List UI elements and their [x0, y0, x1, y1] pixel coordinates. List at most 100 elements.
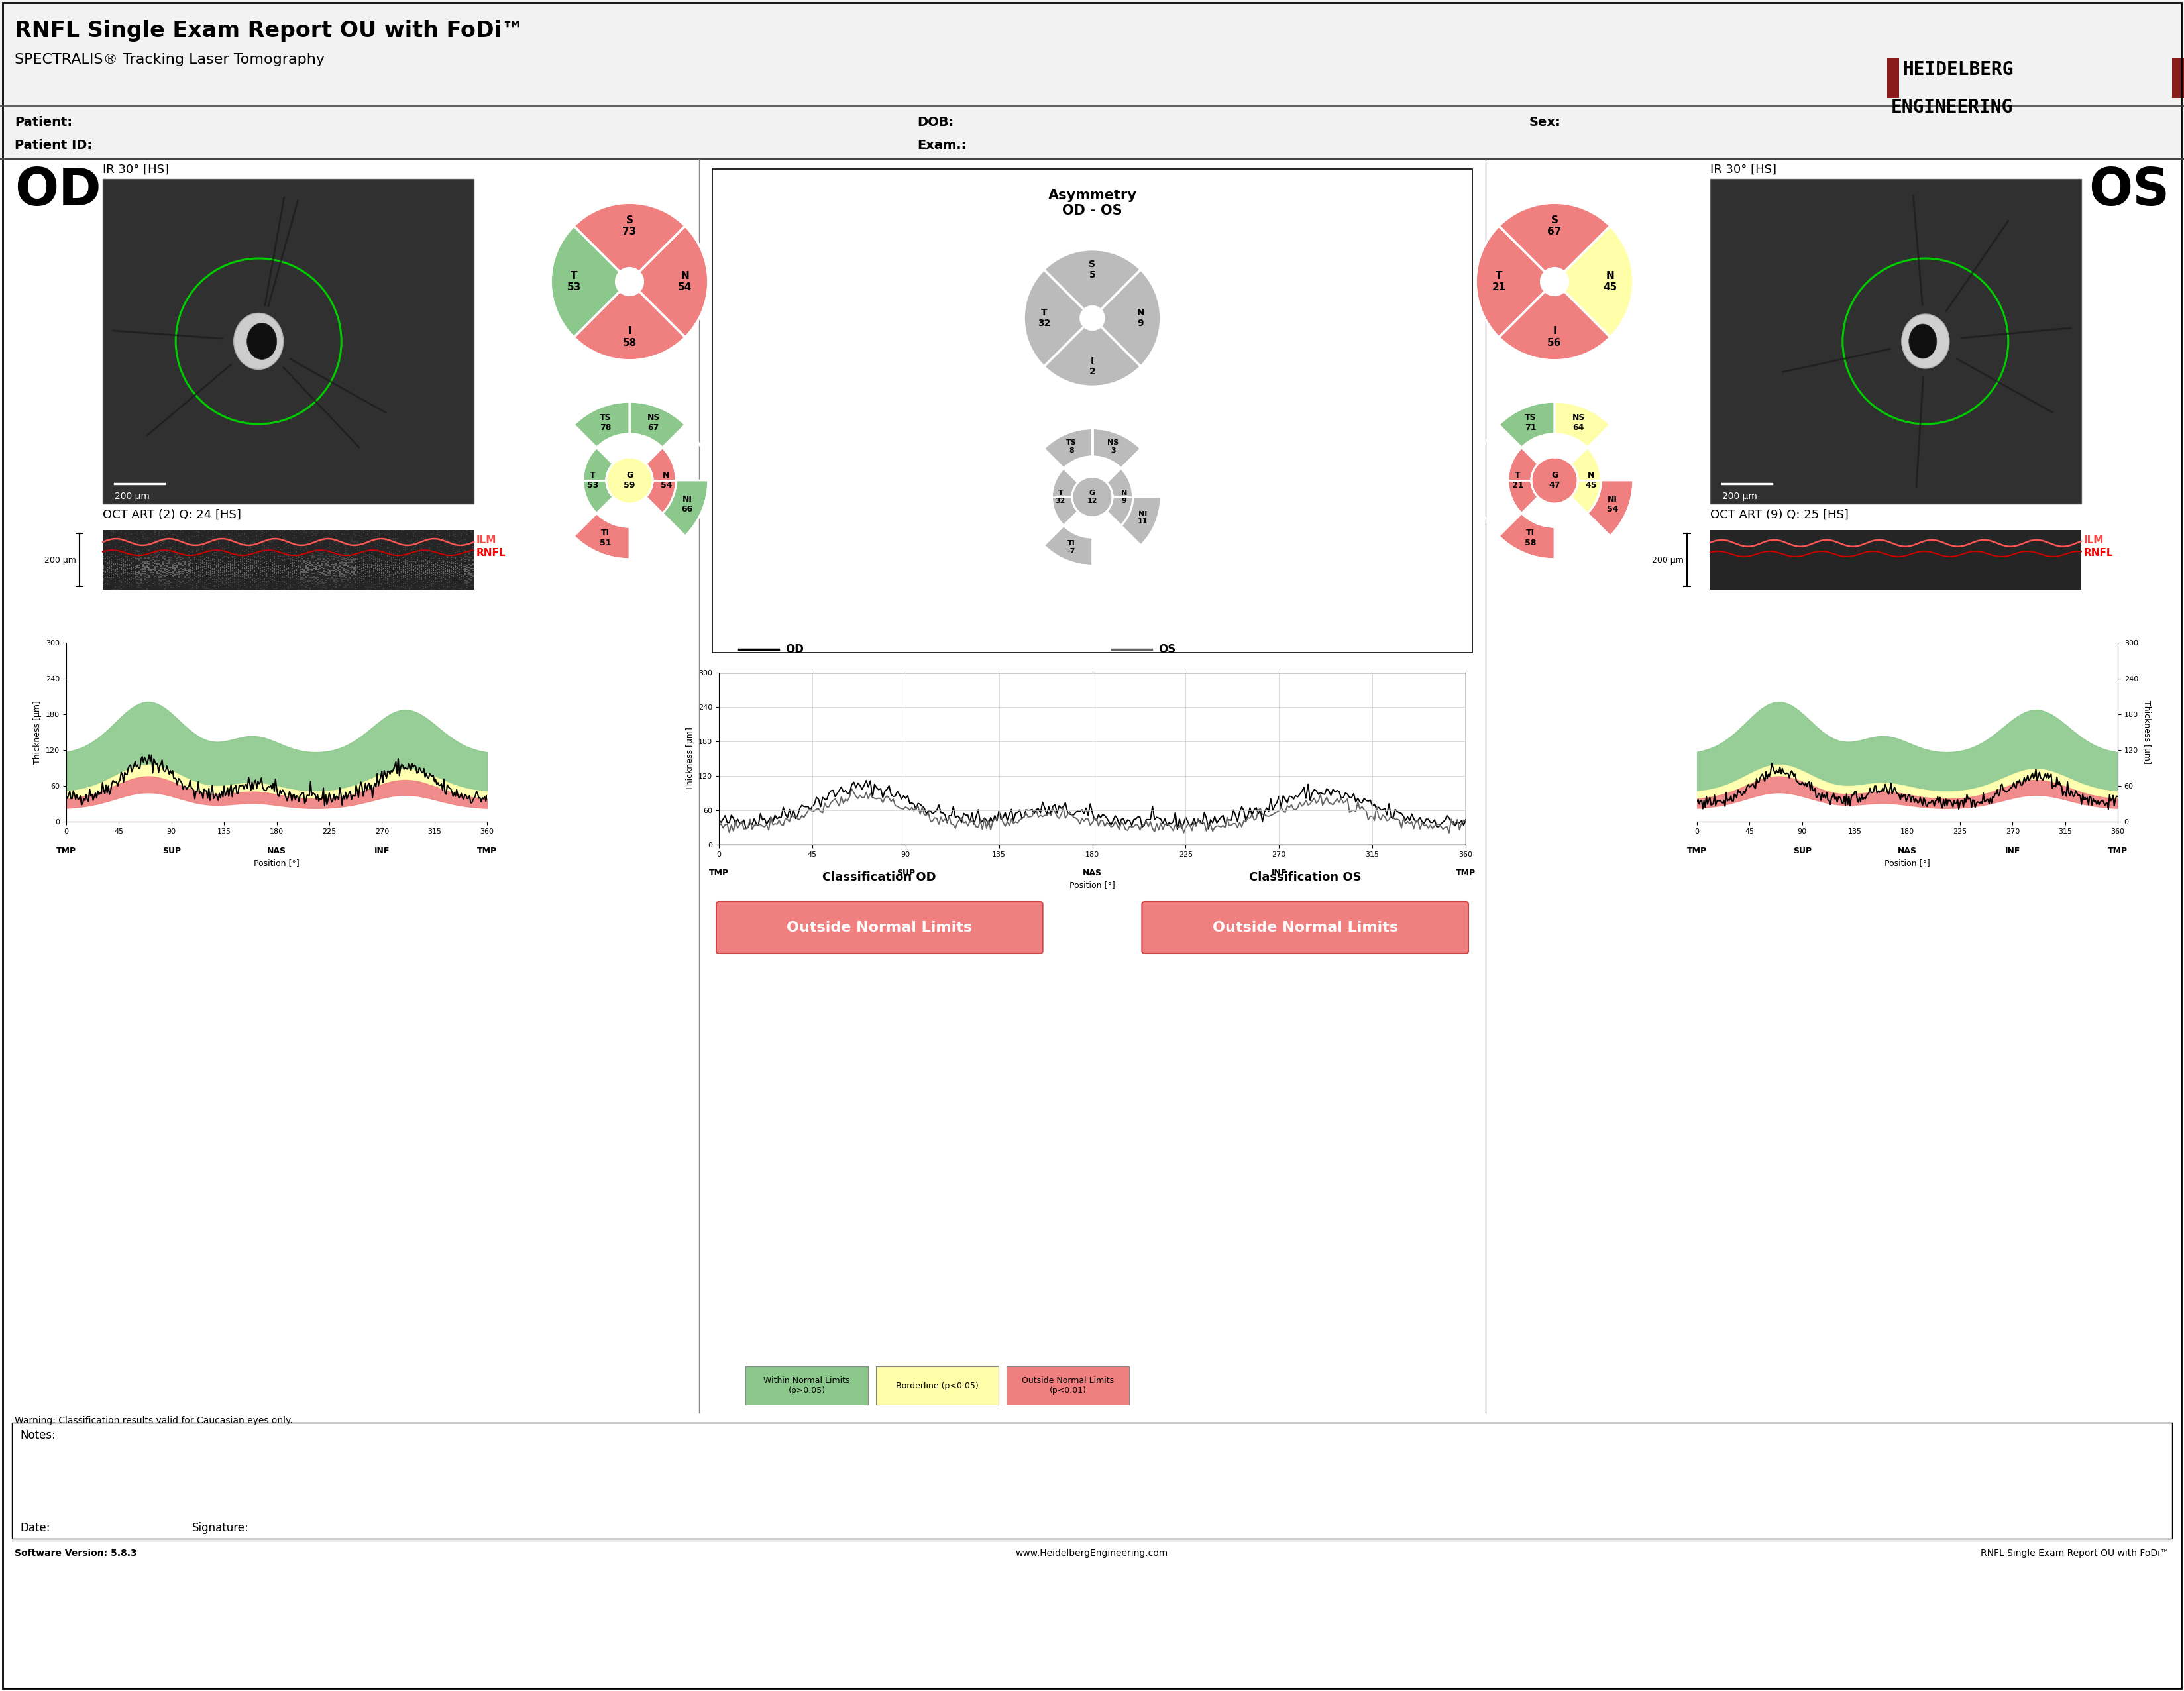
Text: 200 μm: 200 μm [1651, 556, 1684, 565]
Text: T
53: T 53 [587, 472, 598, 490]
Bar [1887, 57, 1900, 98]
Text: I
58: I 58 [622, 326, 636, 348]
Text: 200 μm: 200 μm [114, 492, 151, 501]
Wedge shape [1498, 514, 1555, 560]
Text: I
2: I 2 [1090, 357, 1096, 377]
Text: Notes:: Notes: [20, 1429, 55, 1441]
Text: T
21: T 21 [1511, 472, 1524, 490]
Text: HEIDELBERG: HEIDELBERG [1902, 61, 2014, 79]
Text: S
67: S 67 [1548, 215, 1562, 237]
Text: Position [°]: Position [°] [1885, 859, 1931, 867]
Text: TMP: TMP [476, 847, 498, 856]
Text: ENGINEERING: ENGINEERING [1891, 98, 2014, 117]
Text: Outside Normal Limits: Outside Normal Limits [1212, 922, 1398, 935]
Text: INF: INF [2005, 847, 2020, 856]
Text: TS
78: TS 78 [601, 413, 612, 431]
Text: NI
54: NI 54 [1607, 495, 1618, 514]
Text: N
45: N 45 [1586, 472, 1597, 490]
Text: TS
71: TS 71 [1524, 413, 1535, 431]
Text: NAS: NAS [266, 847, 286, 856]
Text: Date:: Date: [20, 1522, 50, 1534]
Wedge shape [574, 203, 686, 282]
Text: N
9: N 9 [1136, 308, 1144, 328]
Text: T
21: T 21 [1492, 271, 1507, 293]
Text: Classification OS: Classification OS [1249, 871, 1361, 883]
Text: 200 μm: 200 μm [1723, 492, 1758, 501]
Text: IR 30° [HS]: IR 30° [HS] [1710, 164, 1776, 176]
Wedge shape [1053, 468, 1079, 526]
Wedge shape [1044, 250, 1140, 318]
Text: I
56: I 56 [1548, 326, 1562, 348]
Text: TMP: TMP [57, 847, 76, 856]
Text: OS: OS [2088, 166, 2169, 216]
Text: RNFL: RNFL [2084, 548, 2114, 558]
Text: NI
66: NI 66 [681, 495, 692, 514]
Text: Position [°]: Position [°] [1070, 881, 1116, 889]
Wedge shape [1044, 428, 1092, 468]
Bar [2173, 57, 2184, 98]
Wedge shape [574, 282, 686, 360]
Text: G
59: G 59 [625, 472, 636, 490]
Bar [745, 1366, 867, 1405]
Text: OCT ART (2) Q: 24 [HS]: OCT ART (2) Q: 24 [HS] [103, 509, 240, 521]
Bar [103, 529, 474, 590]
Text: Position [°]: Position [°] [253, 859, 299, 867]
Text: NI
11: NI 11 [1138, 511, 1149, 524]
Ellipse shape [247, 323, 277, 360]
Text: T
32: T 32 [1037, 308, 1051, 328]
Text: N
54: N 54 [677, 271, 692, 293]
Text: N
54: N 54 [660, 472, 673, 490]
Text: Patient ID:: Patient ID: [15, 139, 92, 152]
Wedge shape [583, 448, 614, 514]
Ellipse shape [1902, 315, 1950, 369]
Text: IR 30° [HS]: IR 30° [HS] [103, 164, 168, 176]
Text: Classification OD: Classification OD [823, 871, 937, 883]
Text: INF: INF [373, 847, 389, 856]
Text: RNFL Single Exam Report OU with FoDi™: RNFL Single Exam Report OU with FoDi™ [1981, 1549, 2169, 1557]
Circle shape [1072, 477, 1112, 517]
Text: N
9: N 9 [1120, 490, 1127, 504]
Text: OS: OS [1158, 643, 1175, 656]
Wedge shape [646, 448, 677, 514]
FancyBboxPatch shape [716, 901, 1042, 954]
Text: Signature:: Signature: [192, 1522, 249, 1534]
Text: SPECTRALIS® Tracking Laser Tomography: SPECTRALIS® Tracking Laser Tomography [15, 52, 325, 66]
Text: OD: OD [15, 166, 100, 216]
Wedge shape [1044, 318, 1140, 387]
Bar [712, 169, 1472, 653]
Text: ILM: ILM [2084, 536, 2103, 545]
Wedge shape [1092, 428, 1140, 468]
Bar [0, 0, 2184, 159]
Circle shape [1531, 457, 1577, 504]
Text: Software Version: 5.8.3: Software Version: 5.8.3 [15, 1549, 138, 1557]
Text: TMP: TMP [2108, 847, 2127, 856]
Text: Within Normal Limits
(p>0.05): Within Normal Limits (p>0.05) [764, 1376, 850, 1395]
Wedge shape [662, 480, 708, 536]
Text: Patient:: Patient: [15, 117, 72, 129]
Wedge shape [1555, 402, 1610, 448]
Text: TI
51: TI 51 [601, 529, 612, 548]
Text: SUP: SUP [162, 847, 181, 856]
Text: Warning: Classification results valid for Caucasian eyes only.: Warning: Classification results valid fo… [15, 1415, 293, 1426]
Text: Exam.:: Exam.: [917, 139, 968, 152]
Text: S
73: S 73 [622, 215, 636, 237]
Text: Borderline (p<0.05): Borderline (p<0.05) [895, 1382, 978, 1390]
Y-axis label: Thickness [μm]: Thickness [μm] [2143, 700, 2151, 764]
Text: TMP: TMP [710, 869, 729, 878]
Text: www.HeidelbergEngineering.com: www.HeidelbergEngineering.com [1016, 1549, 1168, 1557]
Text: INF: INF [1271, 869, 1286, 878]
Wedge shape [1120, 497, 1162, 546]
Text: TS
8: TS 8 [1066, 440, 1077, 453]
Circle shape [607, 457, 653, 504]
Text: OD: OD [786, 643, 804, 656]
Text: N
45: N 45 [1603, 271, 1616, 293]
Text: SUP: SUP [1793, 847, 1811, 856]
Text: 200 μm: 200 μm [44, 556, 76, 565]
Text: NS
64: NS 64 [1572, 413, 1586, 431]
Bar [1007, 1366, 1129, 1405]
Text: RNFL: RNFL [476, 548, 507, 558]
Wedge shape [629, 227, 708, 337]
Text: NS
67: NS 67 [646, 413, 660, 431]
Y-axis label: Thickness [μm]: Thickness [μm] [33, 700, 41, 764]
Text: DOB:: DOB: [917, 117, 954, 129]
